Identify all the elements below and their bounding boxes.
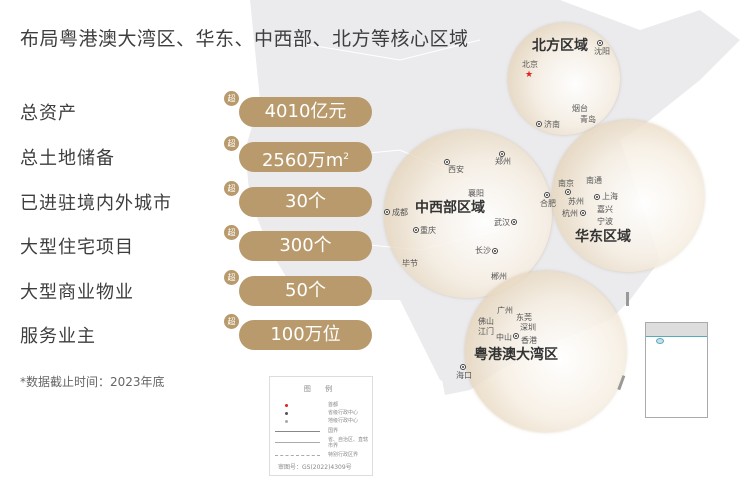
page-title: 布局粤港澳大湾区、华东、中西部、北方等核心区域 bbox=[20, 28, 469, 50]
stat-label-residential: 大型住宅项目 bbox=[20, 237, 134, 258]
city-marker-icon bbox=[285, 420, 288, 423]
city-beijing: 北京 bbox=[522, 60, 538, 69]
city-shenzhen: 深圳 bbox=[520, 323, 536, 332]
approval-number: 审图号：GS(2022)4309号 bbox=[278, 464, 352, 471]
legend-item: 地级行政中心 bbox=[328, 418, 359, 424]
capital-marker-icon bbox=[285, 404, 288, 407]
city-marker-icon bbox=[499, 151, 505, 157]
capital-star-icon: ★ bbox=[525, 70, 534, 80]
stat-label-commercial: 大型商业物业 bbox=[20, 282, 134, 303]
stat-prefix-badge: 超 bbox=[224, 225, 239, 240]
region-circle-central-west bbox=[384, 130, 552, 298]
hainan-island-icon bbox=[656, 338, 664, 344]
city-jinan: 济南 bbox=[544, 120, 560, 129]
city-nanjing: 南京 bbox=[558, 179, 574, 188]
city-hongkong: 香港 bbox=[521, 336, 537, 345]
city-haikou: 海口 bbox=[456, 371, 472, 380]
city-yantai: 烟台 bbox=[572, 104, 588, 113]
city-marker-icon bbox=[413, 227, 419, 233]
stat-label-land-reserve: 总土地储备 bbox=[20, 148, 115, 169]
south-china-sea-inset-map bbox=[645, 322, 708, 418]
city-guangzhou: 广州 bbox=[497, 306, 513, 315]
stat-prefix-badge: 超 bbox=[224, 314, 239, 329]
stat-label-owners: 服务业主 bbox=[20, 326, 96, 347]
stat-value-sup: 2 bbox=[343, 152, 350, 162]
region-label-east: 华东区域 bbox=[575, 229, 631, 245]
legend-item: 特别行政区界 bbox=[328, 452, 359, 458]
city-changsha: 长沙 bbox=[475, 246, 491, 255]
map-legend: 图 例 首都 省级行政中心 地级行政中心 国界 省、自治区、直辖市界 特别行政区… bbox=[269, 376, 373, 476]
region-label-central-west: 中西部区域 bbox=[415, 200, 485, 216]
stat-prefix-badge: 超 bbox=[224, 270, 239, 285]
city-hefei: 合肥 bbox=[540, 199, 556, 208]
city-zhongshan: 中山 bbox=[496, 333, 512, 342]
city-wuhan: 武汉 bbox=[494, 218, 510, 227]
city-marker-icon bbox=[544, 192, 550, 198]
city-marker-icon bbox=[594, 194, 600, 200]
city-zhengzhou: 郑州 bbox=[495, 157, 511, 166]
city-marker-icon bbox=[536, 121, 542, 127]
border-line-icon bbox=[275, 431, 320, 432]
city-ningbo: 宁波 bbox=[597, 217, 613, 226]
stat-value-residential: 300个 bbox=[239, 231, 372, 261]
stat-value-text: 2560万m bbox=[261, 150, 344, 171]
city-marker-icon bbox=[511, 219, 517, 225]
city-marker-icon bbox=[513, 333, 519, 339]
stat-prefix-badge: 超 bbox=[224, 181, 239, 196]
stat-value-total-assets: 4010亿元 bbox=[239, 97, 372, 127]
data-note: *数据截止时间：2023年底 bbox=[20, 375, 165, 389]
region-label-north: 北方区域 bbox=[532, 38, 588, 54]
city-xian: 西安 bbox=[448, 165, 464, 174]
city-marker-icon bbox=[384, 209, 390, 215]
city-chenzhou: 郴州 bbox=[491, 272, 507, 281]
city-suzhou: 苏州 bbox=[568, 197, 584, 206]
stat-label-total-assets: 总资产 bbox=[20, 103, 77, 124]
province-marker-icon bbox=[285, 412, 288, 415]
city-marker-icon bbox=[565, 189, 571, 195]
inset-coast bbox=[646, 323, 707, 337]
city-shanghai: 上海 bbox=[602, 192, 618, 201]
city-nantong: 南通 bbox=[586, 176, 602, 185]
legend-item: 省级行政中心 bbox=[328, 410, 359, 416]
stat-prefix-badge: 超 bbox=[224, 136, 239, 151]
city-jiangmen: 江门 bbox=[478, 327, 494, 336]
stat-value-cities: 30个 bbox=[239, 187, 372, 217]
city-shenyang: 沈阳 bbox=[594, 47, 610, 56]
stat-value-owners: 100万位 bbox=[239, 320, 372, 350]
region-label-gba: 粤港澳大湾区 bbox=[474, 347, 558, 363]
city-foshan: 佛山 bbox=[478, 317, 494, 326]
legend-title: 图 例 bbox=[303, 385, 339, 393]
stat-value-commercial: 50个 bbox=[239, 276, 372, 306]
legend-item: 首都 bbox=[328, 402, 339, 408]
city-marker-icon bbox=[580, 210, 586, 216]
city-marker-icon bbox=[597, 40, 603, 46]
region-circle-gba bbox=[465, 271, 626, 432]
region-circle-east bbox=[552, 120, 704, 272]
stat-label-cities: 已进驻境内外城市 bbox=[20, 193, 172, 214]
city-chongqing: 重庆 bbox=[420, 226, 436, 235]
city-xiangyang: 襄阳 bbox=[468, 189, 484, 198]
city-qingdao: 青岛 bbox=[580, 115, 596, 124]
city-bijie: 毕节 bbox=[402, 259, 418, 268]
city-marker-icon bbox=[492, 248, 498, 254]
legend-item: 省、自治区、直辖市界 bbox=[328, 437, 369, 449]
province-line-icon bbox=[275, 442, 320, 443]
sar-line-icon bbox=[275, 455, 320, 456]
city-jiaxing: 嘉兴 bbox=[597, 205, 613, 214]
city-marker-icon bbox=[460, 364, 466, 370]
stat-prefix-badge: 超 bbox=[224, 91, 239, 106]
city-chengdu: 成都 bbox=[392, 208, 408, 217]
legend-item: 国界 bbox=[328, 428, 339, 434]
city-hangzhou: 杭州 bbox=[562, 209, 578, 218]
city-marker-icon bbox=[444, 159, 450, 165]
city-dongguan: 东莞 bbox=[516, 313, 532, 322]
stat-value-land-reserve: 2560万m2 bbox=[239, 142, 372, 172]
